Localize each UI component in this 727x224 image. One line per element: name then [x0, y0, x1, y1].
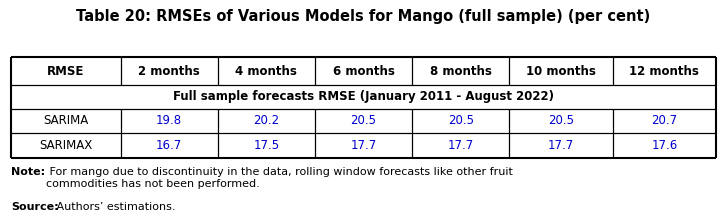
Text: 17.7: 17.7	[350, 139, 377, 152]
Text: 20.5: 20.5	[350, 114, 377, 127]
Text: 8 months: 8 months	[430, 65, 491, 78]
Text: 6 months: 6 months	[332, 65, 395, 78]
Text: 20.2: 20.2	[253, 114, 279, 127]
Text: 17.6: 17.6	[651, 139, 678, 152]
Text: SARIMA: SARIMA	[43, 114, 89, 127]
Text: Table 20: RMSEs of Various Models for Mango (full sample) (per cent): Table 20: RMSEs of Various Models for Ma…	[76, 9, 651, 24]
Text: Authors’ estimations.: Authors’ estimations.	[53, 202, 176, 212]
Text: 16.7: 16.7	[156, 139, 182, 152]
Text: 20.5: 20.5	[548, 114, 574, 127]
Text: 17.5: 17.5	[253, 139, 279, 152]
Text: 17.7: 17.7	[548, 139, 574, 152]
Text: 4 months: 4 months	[236, 65, 297, 78]
Text: Source:: Source:	[11, 202, 59, 212]
Text: Full sample forecasts RMSE (January 2011 - August 2022): Full sample forecasts RMSE (January 2011…	[173, 90, 554, 103]
Text: 19.8: 19.8	[156, 114, 182, 127]
Text: RMSE: RMSE	[47, 65, 84, 78]
Text: 2 months: 2 months	[138, 65, 200, 78]
Text: 20.5: 20.5	[448, 114, 474, 127]
Text: 10 months: 10 months	[526, 65, 596, 78]
Text: For mango due to discontinuity in the data, rolling window forecasts like other : For mango due to discontinuity in the da…	[46, 167, 513, 189]
Text: 17.7: 17.7	[448, 139, 474, 152]
Text: 12 months: 12 months	[630, 65, 699, 78]
Text: Note:: Note:	[11, 167, 45, 177]
Text: 20.7: 20.7	[651, 114, 678, 127]
Text: SARIMAX: SARIMAX	[39, 139, 92, 152]
